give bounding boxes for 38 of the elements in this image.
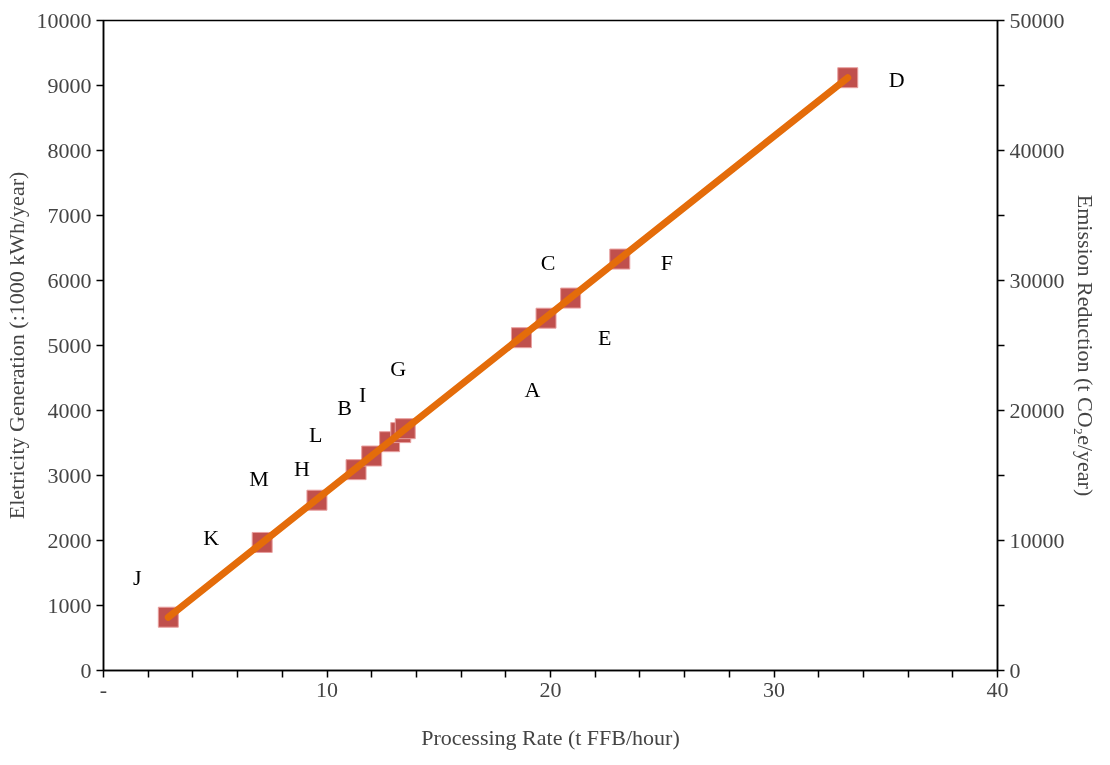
annotation: D [888, 67, 905, 93]
y-tick-label: 6000 [47, 267, 92, 293]
y2-axis-title: Emission Reduction (t CO₂e/year) [1072, 194, 1098, 497]
y-tick-label: 4000 [47, 397, 92, 423]
y-tick-label: 5000 [47, 332, 92, 358]
x-tick-label: 30 [763, 676, 785, 702]
annotation: M [249, 465, 269, 491]
annotation: A [524, 377, 541, 403]
annotation: B [337, 395, 352, 421]
annotation: I [359, 382, 367, 408]
annotation: F [660, 249, 673, 275]
annotation: G [390, 356, 407, 382]
y-tick-label: 8000 [47, 137, 92, 163]
annotation: H [294, 456, 311, 482]
x-tick-label: 20 [539, 676, 562, 702]
y-tick-label: 9000 [47, 72, 92, 98]
x-axis-title: Processing Rate (t FFB/hour) [421, 724, 680, 750]
y-tick-label: 3000 [47, 462, 92, 488]
y2-tick-label: 50000 [1009, 7, 1065, 33]
y-tick-label: 2000 [47, 527, 92, 553]
y-tick-label: 0 [80, 657, 92, 683]
y2-tick-label: 20000 [1009, 397, 1065, 423]
y-axis-title: Eletricity Generation (:1000 kWh/year) [3, 171, 29, 520]
annotation: K [203, 524, 220, 550]
y2-tick-label: 10000 [1009, 527, 1065, 553]
y-tick-label: 7000 [47, 202, 92, 228]
annotation: L [308, 421, 323, 447]
annotation: C [540, 249, 556, 275]
y-tick-label: 1000 [47, 592, 92, 618]
x-tick-label: 40 [986, 676, 1009, 702]
x-tick-label: - [99, 676, 108, 702]
y2-tick-label: 40000 [1009, 137, 1065, 163]
annotation: J [133, 564, 143, 590]
y2-tick-label: 30000 [1009, 267, 1065, 293]
x-tick-label: 10 [316, 676, 338, 702]
y-tick-label: 10000 [36, 7, 92, 33]
annotation: E [597, 324, 612, 350]
y2-tick-label: 0 [1009, 657, 1021, 683]
